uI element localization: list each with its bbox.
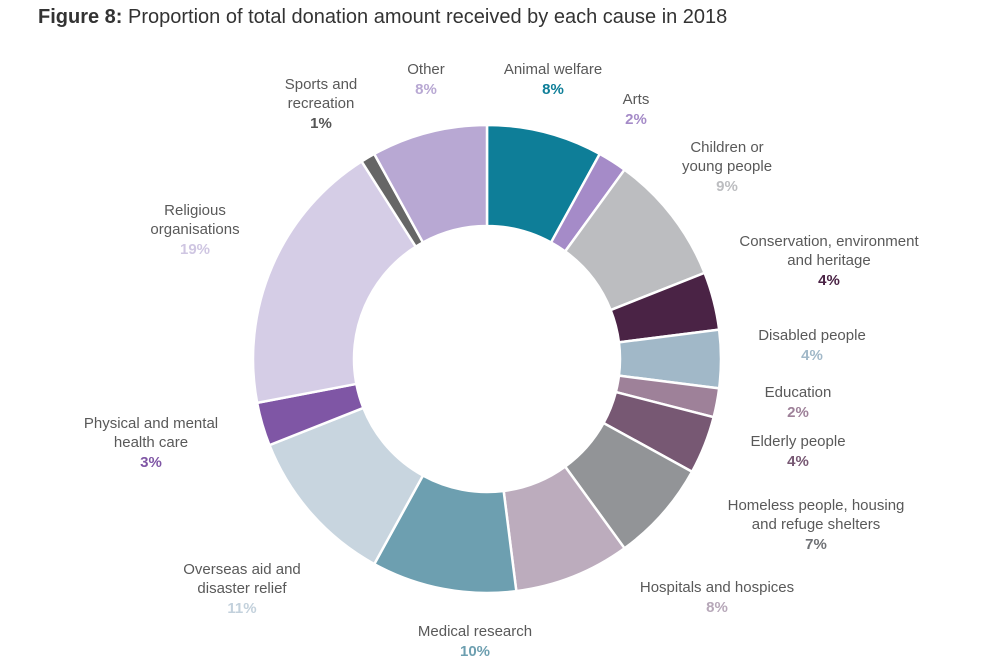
- label-percent: 4%: [801, 347, 823, 364]
- label-percent: 11%: [227, 600, 257, 617]
- label-disabled-people: Disabled people 4%: [758, 326, 866, 365]
- label-name: Other: [407, 61, 445, 78]
- label-hospitals-and-hospices: Hospitals and hospices 8%: [640, 578, 794, 617]
- label-name: organisations: [150, 221, 240, 238]
- slice-other: [372, 123, 489, 245]
- label-name: Education: [764, 384, 832, 401]
- label-percent: 19%: [179, 241, 211, 258]
- label-name: Conservation, environment: [739, 233, 919, 250]
- label-religious-organisations: Religious organisations 19%: [150, 201, 239, 259]
- label-animal-welfare: Animal welfare 8%: [504, 60, 602, 99]
- label-name: Hospitals and hospices: [639, 579, 795, 596]
- label-name: Overseas aid and: [183, 561, 301, 578]
- chart-title: Figure 8: Proportion of total donation a…: [38, 6, 727, 29]
- label-percent: 1%: [310, 115, 332, 132]
- label-name: young people: [681, 158, 773, 175]
- label-name: and refuge shelters: [751, 516, 881, 533]
- label-sports-and-recreation: Sports and recreation 1%: [285, 75, 358, 133]
- label-medical-research: Medical research 10%: [418, 622, 532, 661]
- label-percent: 9%: [716, 178, 738, 195]
- label-percent: 7%: [805, 536, 827, 553]
- label-name: Animal welfare: [503, 61, 603, 78]
- label-elderly-people: Elderly people 4%: [750, 432, 845, 471]
- label-percent: 4%: [818, 272, 840, 289]
- label-name: Arts: [622, 91, 650, 108]
- label-name: Medical research: [417, 623, 533, 640]
- label-percent: 2%: [787, 404, 809, 421]
- label-percent: 8%: [415, 81, 437, 98]
- title-text: Proportion of total donation amount rece…: [128, 6, 728, 28]
- label-physical-and-mental-health-care: Physical and mental health care 3%: [84, 414, 218, 472]
- label-name: Disabled people: [758, 327, 866, 344]
- label-children-or-young-people: Children or young people 9%: [682, 138, 772, 196]
- label-percent: 8%: [542, 81, 564, 98]
- label-name: health care: [113, 434, 189, 451]
- label-name: and heritage: [787, 252, 871, 269]
- label-name: disaster relief: [197, 580, 287, 597]
- label-percent: 10%: [459, 643, 491, 660]
- label-name: Elderly people: [750, 433, 846, 450]
- label-conservation-environment-and-heritage: Conservation, environment and heritage 4%: [739, 232, 918, 290]
- label-percent: 8%: [706, 599, 728, 616]
- label-name: Homeless people, housing: [727, 497, 905, 514]
- label-homeless-people-housing-and-refuge-shelters: Homeless people, housing and refuge shelt…: [728, 496, 905, 554]
- label-other: Other 8%: [407, 60, 445, 99]
- label-name: Religious: [164, 202, 226, 219]
- label-arts: Arts 2%: [623, 90, 650, 129]
- label-percent: 4%: [787, 453, 809, 470]
- label-overseas-aid-and-disaster-relief: Overseas aid and disaster relief 11%: [183, 560, 301, 618]
- label-name: Children or: [690, 139, 764, 156]
- label-percent: 3%: [140, 454, 162, 471]
- label-name: Sports and: [284, 76, 358, 93]
- slice-religious-organisations: [251, 159, 418, 405]
- figure-number: Figure 8:: [38, 6, 123, 28]
- label-name: Physical and mental: [83, 415, 219, 432]
- label-name: recreation: [287, 95, 355, 112]
- label-percent: 2%: [625, 111, 647, 128]
- label-education: Education 2%: [765, 383, 832, 422]
